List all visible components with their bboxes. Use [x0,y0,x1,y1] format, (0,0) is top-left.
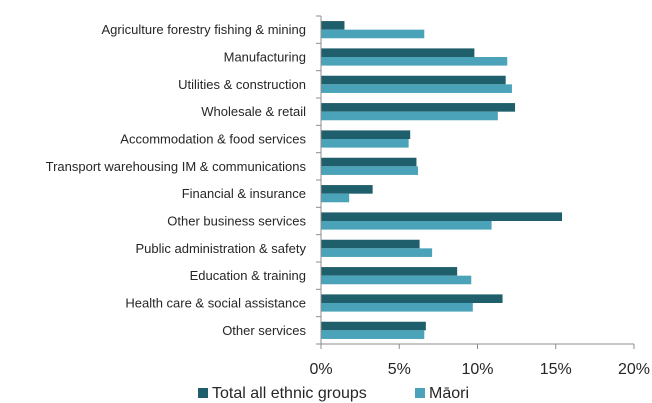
bar-total-6 [321,185,373,194]
bar-total-7 [321,212,563,221]
x-tick-label: 20% [618,361,650,378]
bar-maori-0 [321,29,425,39]
bars-layer [321,21,563,339]
bar-total-1 [321,48,475,57]
bar-maori-2 [321,84,512,93]
category-label: Health care & social assistance [125,296,306,311]
bar-total-9 [321,267,458,276]
bar-total-5 [321,157,417,167]
x-tick-label: 10% [461,361,493,378]
category-label: Wholesale & retail [201,104,306,119]
bar-maori-6 [321,193,350,203]
category-label: Manufacturing [224,50,306,65]
bar-maori-10 [321,303,473,312]
bar-maori-1 [321,57,508,66]
legend-swatch-total [198,388,208,398]
bar-maori-5 [321,166,419,175]
bar-total-10 [321,294,503,303]
bar-total-0 [321,21,345,30]
legend: Total all ethnic groups Māori [198,385,469,402]
x-tick-label: 0% [309,361,332,378]
category-label: Accommodation & food services [120,132,306,147]
legend-label-maori: Māori [429,385,469,402]
category-label: Public administration & safety [135,241,306,256]
bar-total-11 [321,321,426,331]
bar-maori-9 [321,275,472,285]
bar-total-4 [321,130,411,139]
axes [316,15,635,349]
category-labels: Agriculture forestry fishing & mining Man… [46,22,307,338]
bar-maori-7 [321,221,492,230]
bar-total-2 [321,75,506,85]
legend-swatch-maori [415,388,425,398]
category-label: Other business services [167,214,306,229]
category-label: Other services [222,323,306,338]
category-label: Transport warehousing IM & communication… [46,159,307,174]
bar-maori-11 [321,330,425,339]
bar-total-8 [321,239,420,249]
legend-label-total: Total all ethnic groups [212,385,367,402]
category-label: Utilities & construction [178,77,306,92]
category-label: Agriculture forestry fishing & mining [102,22,306,37]
x-tick-label: 5% [388,361,411,378]
bar-maori-4 [321,139,409,148]
x-tick-labels: 0% 5% 10% 15% 20% [309,361,650,378]
category-label: Financial & insurance [182,186,306,201]
bar-total-3 [321,103,516,112]
category-label: Education & training [190,268,306,283]
bar-maori-3 [321,111,498,121]
bar-maori-8 [321,248,433,257]
x-tick-label: 15% [540,361,572,378]
